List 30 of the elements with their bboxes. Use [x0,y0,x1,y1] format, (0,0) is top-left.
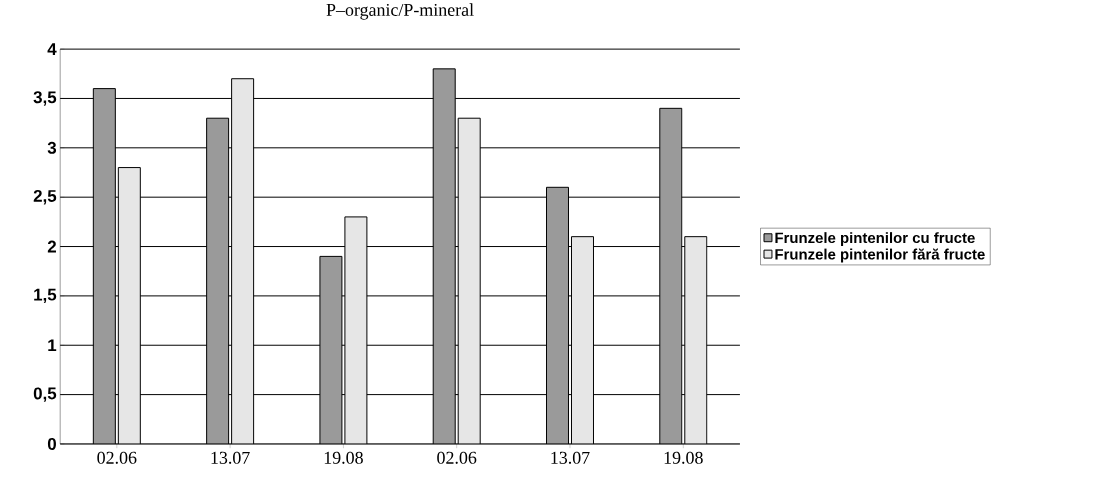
x-tick-label: 19.08 [324,451,363,464]
chart-title: P–organic/P-mineral [326,3,474,20]
bar [92,88,116,444]
x-tick-label: 13.07 [551,451,590,464]
y-tick-label: 1,5 [34,288,57,303]
bar [546,186,569,444]
legend-label: Frunzele pintenilor cu fructe [775,232,975,246]
y-tick-label: 4 [47,43,57,55]
x-tick-label: 19.08 [664,451,703,464]
y-tick-label: 2 [47,240,56,253]
y-tick-label: 2,5 [33,189,57,205]
y-tick-label: 0,5 [33,387,57,402]
bar [117,167,141,444]
bar [432,68,456,444]
x-tick-label: 13.07 [211,451,250,464]
bar [319,255,343,444]
bar [570,236,594,444]
x-tick-label: 02.06 [97,451,137,464]
legend-label: Frunzele pintenilor fără fructe [775,248,985,263]
bar [206,117,230,444]
y-tick-label: 1 [48,339,57,352]
bar [659,107,683,444]
y-tick-label: 0 [47,437,56,450]
bar [344,216,368,444]
y-tick-label: 3,5 [33,91,57,106]
y-tick-label: 3 [47,141,57,154]
bar [684,236,708,444]
x-tick-label: 02.06 [437,451,477,464]
bar [231,78,255,444]
bar [457,117,481,444]
